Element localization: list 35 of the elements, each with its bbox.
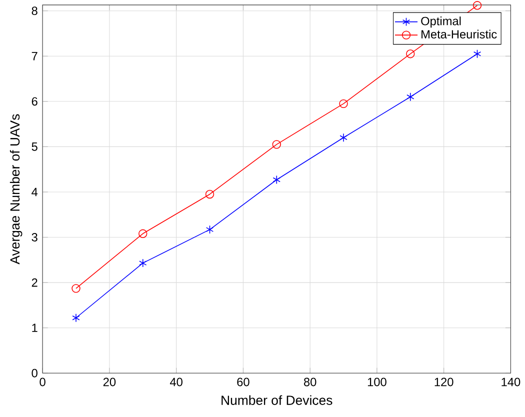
y-tick-label: 1 (32, 324, 38, 332)
point (272, 176, 280, 184)
y-tick-label: 8 (32, 6, 38, 16)
point (472, 1, 482, 10)
point (72, 284, 80, 293)
x-tick-label: 0 (40, 378, 46, 386)
legend-label: Optimal (421, 16, 461, 28)
x-tick-label: 60 (237, 378, 250, 386)
point (72, 314, 80, 322)
point (406, 92, 414, 102)
y-tick-label: 0 (32, 369, 38, 378)
x-tick-label: 80 (304, 378, 316, 386)
x-axis-title: Number of Devices (222, 395, 332, 406)
y-tick-label: 4 (32, 188, 38, 196)
x-tick-label: 120 (434, 378, 454, 386)
point (138, 229, 148, 238)
y-tick-label: 2 (32, 278, 38, 287)
x-tick-label: 40 (170, 378, 182, 386)
point (272, 140, 281, 149)
point (473, 50, 482, 58)
y-tick-label: 3 (32, 233, 38, 242)
y-tick-label: 7 (32, 52, 38, 60)
y-tick-label: 5 (32, 142, 38, 151)
x-tick-label: 20 (103, 378, 116, 386)
point (139, 258, 147, 268)
y-axis-title: Avergae Number of UAVs (10, 114, 22, 264)
x-tick-label: 100 (368, 378, 386, 386)
point (406, 50, 415, 58)
point (339, 99, 348, 108)
x-tick-label: 140 (502, 378, 520, 386)
point (205, 190, 214, 199)
legend-label: Meta-Heuristic (422, 30, 497, 39)
point (206, 225, 214, 234)
y-tick-label: 6 (32, 97, 38, 106)
point (340, 133, 348, 142)
